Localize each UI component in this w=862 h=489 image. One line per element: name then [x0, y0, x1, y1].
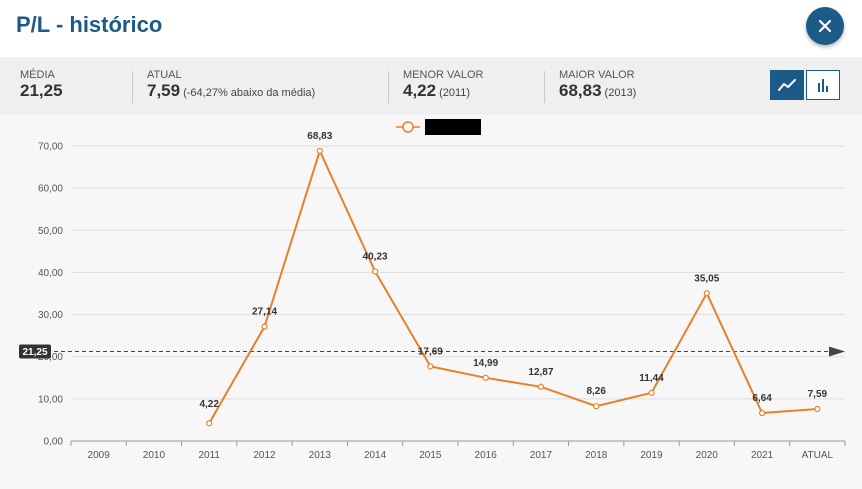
chart-area: 0,00 10,00 20,00 30,00 40,00 50,00 60,00 70,00 2…: [0, 115, 862, 489]
stat-atual-label: ATUAL: [147, 69, 182, 81]
line-chart: 0,00 10,00 20,00 30,00 40,00 50,00 60,00 70,00 2…: [19, 119, 846, 461]
y-tick-label: 50,00: [38, 226, 63, 237]
data-point: [758, 409, 766, 417]
series-line: [208, 149, 818, 424]
data-point: [206, 420, 213, 427]
divider: [132, 71, 133, 103]
y-tick-label: 10,00: [38, 394, 63, 405]
data-label: 14,99: [473, 358, 498, 369]
stat-maior-note: (2013): [604, 87, 637, 99]
stat-media-value: 21,25: [20, 81, 63, 100]
x-tick-label: 2014: [364, 450, 387, 461]
x-tick-label: 2010: [143, 450, 166, 461]
legend: [396, 119, 481, 135]
data-label: 68,83: [307, 131, 332, 142]
stat-maior-value: 68,83: [559, 81, 602, 100]
data-label: 40,23: [363, 251, 388, 262]
divider: [388, 71, 389, 103]
data-point: [261, 323, 268, 330]
page-title: P/L - histórico: [16, 12, 163, 37]
data-label: 6,64: [752, 393, 772, 404]
line-chart-toggle[interactable]: [770, 70, 804, 100]
data-label: 4,22: [199, 399, 219, 410]
x-tick-label: 2020: [696, 450, 719, 461]
data-point: [371, 268, 379, 275]
x-tick-label: 2019: [640, 450, 663, 461]
legend-marker: [402, 121, 414, 133]
x-tick-label: 2013: [309, 450, 332, 461]
data-label: 35,05: [694, 273, 719, 284]
stat-menor-value: 4,22: [403, 81, 437, 100]
stat-menor-note: (2011): [439, 87, 471, 99]
data-label: 27,14: [252, 307, 277, 318]
reference-badge: [19, 344, 51, 359]
stats-bar: MÉDIA 21,25 ATUAL 7,59 (-64,27% abaixo da…: [0, 57, 862, 115]
stat-maior-label: MAIOR VALOR: [559, 69, 635, 81]
stat-maior: MAIOR VALOR 68,83 (2013): [559, 69, 636, 101]
data-point: [482, 374, 489, 381]
y-tick-label: 30,00: [38, 310, 63, 321]
stat-menor-label: MENOR VALOR: [403, 69, 484, 81]
x-tick-label: 2018: [585, 450, 608, 461]
x-tick-label: 2016: [475, 450, 498, 461]
x-tick-label: 2009: [88, 450, 111, 461]
y-tick-label: 40,00: [38, 268, 63, 279]
data-label: 7,59: [808, 389, 828, 400]
bar-chart-toggle[interactable]: [806, 70, 840, 100]
y-tick-label: 70,00: [38, 142, 63, 153]
stat-atual: ATUAL 7,59 (-64,27% abaixo da média): [147, 69, 315, 101]
close-icon: [818, 19, 832, 33]
line-chart-icon: [778, 79, 796, 91]
data-label: 17,69: [418, 346, 443, 357]
stat-atual-note: (-64,27% abaixo da média): [183, 87, 316, 99]
bar-chart-icon: [818, 79, 828, 92]
data-label: 11,44: [639, 373, 664, 384]
x-tick-label: 2012: [253, 450, 276, 461]
close-button[interactable]: [806, 7, 844, 45]
x-tick-label: ATUAL: [802, 450, 834, 461]
data-label: 12,87: [528, 367, 553, 378]
y-tick-label: 0,00: [44, 437, 64, 448]
y-tick-label: 20,00: [38, 352, 63, 363]
reference-label: 21,25: [22, 347, 47, 358]
stat-atual-value: 7,59: [147, 81, 181, 100]
stat-menor: MENOR VALOR 4,22 (2011): [403, 69, 483, 101]
y-tick-label: 60,00: [38, 184, 63, 195]
data-point: [316, 147, 323, 155]
data-point: [648, 389, 655, 396]
reference-arrow: [829, 346, 845, 357]
stat-media: MÉDIA 21,25: [20, 69, 63, 101]
divider: [544, 71, 545, 103]
x-tick-label: 2017: [530, 450, 553, 461]
stat-media-label: MÉDIA: [20, 69, 55, 81]
data-point: [593, 403, 600, 410]
data-point: [814, 405, 821, 413]
data-point: [703, 290, 710, 297]
data-label: 8,26: [586, 386, 606, 397]
legend-label-redacted: [425, 119, 481, 135]
x-tick-label: 2021: [751, 450, 774, 461]
data-point: [537, 383, 545, 390]
x-tick-label: 2015: [419, 450, 442, 461]
x-tick-label: 2011: [198, 450, 220, 461]
data-point: [427, 363, 434, 370]
